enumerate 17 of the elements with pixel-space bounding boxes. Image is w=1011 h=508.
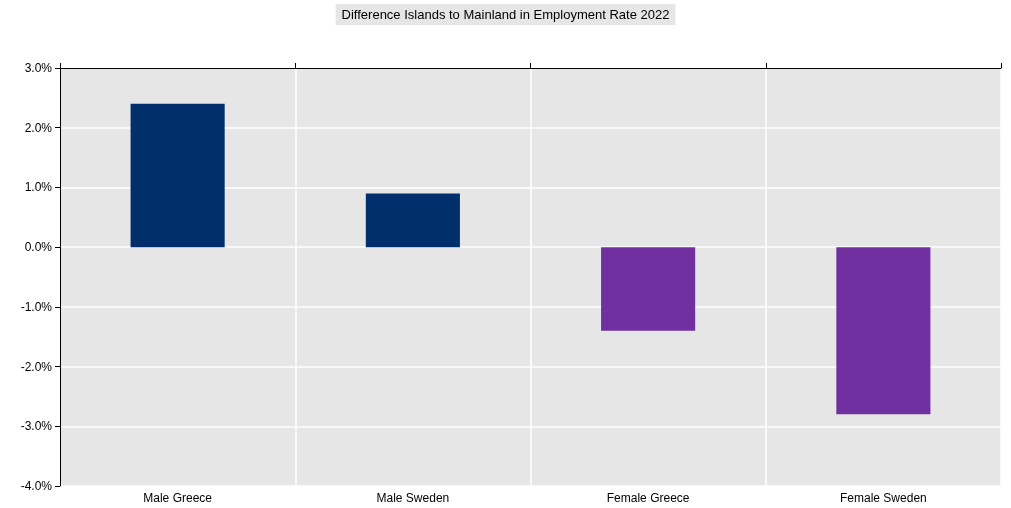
y-tick-label: 1.0% (24, 180, 53, 195)
x-tick-label: Female Sweden (840, 491, 927, 505)
x-tick-label: Female Greece (606, 491, 690, 505)
bar (601, 247, 696, 331)
y-tick-label: 0.0% (24, 240, 53, 255)
y-tick-label: -1.0% (20, 299, 53, 314)
x-tick-label: Male Sweden (376, 491, 450, 505)
bar (365, 193, 460, 248)
y-tick-label: -4.0% (20, 479, 53, 493)
chart-title: Difference Islands to Mainland in Employment Rate 2022 (341, 7, 670, 22)
bar (130, 103, 225, 248)
y-tick-label: -3.0% (20, 419, 53, 434)
y-tick-label: -2.0% (20, 359, 53, 374)
x-tick-label: Male Greece (143, 491, 213, 505)
bar (836, 247, 931, 415)
y-tick-label: 3.0% (24, 61, 53, 75)
y-tick-label: 2.0% (24, 120, 53, 135)
